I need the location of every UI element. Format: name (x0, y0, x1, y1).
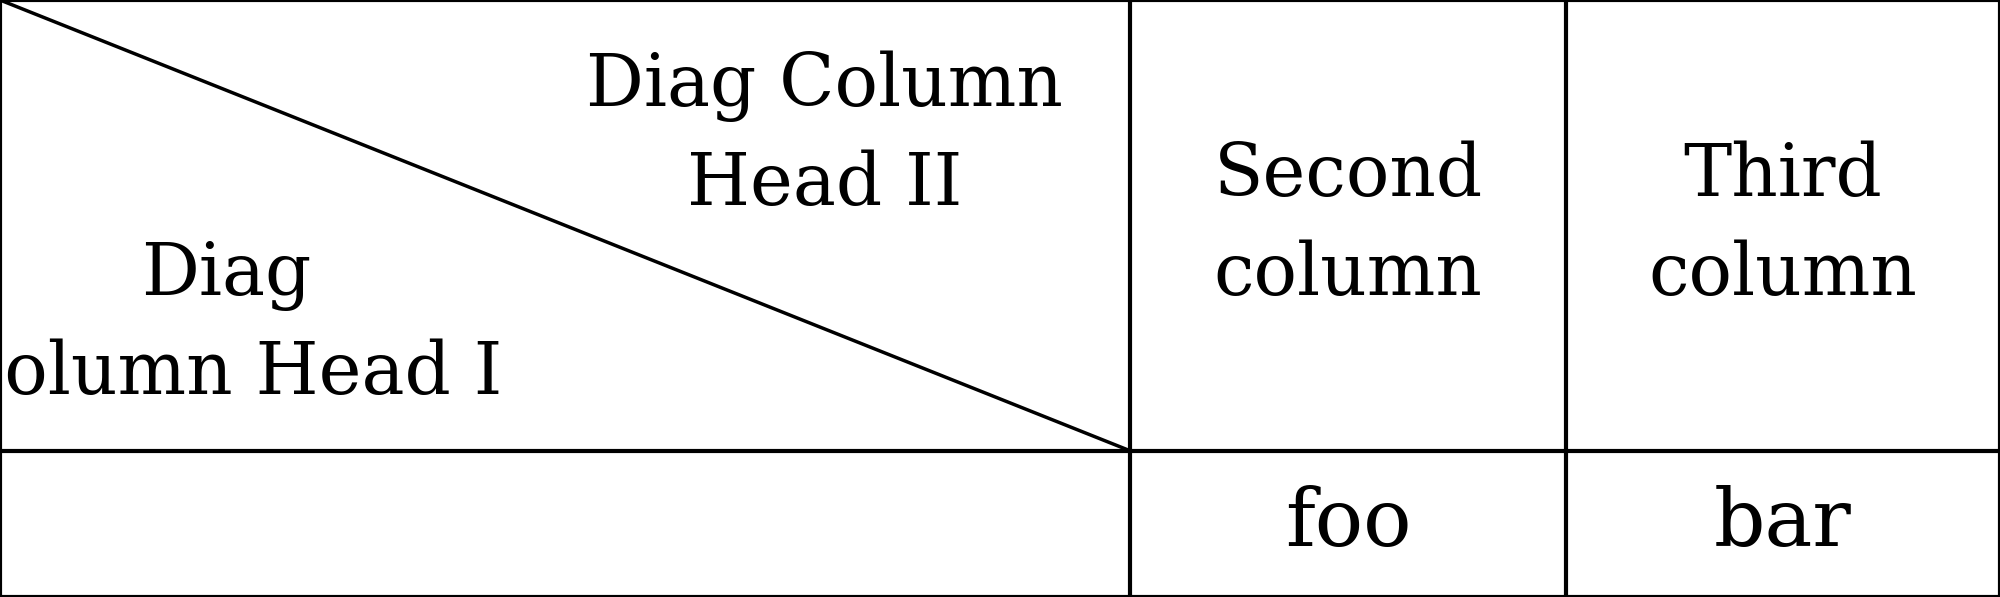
Text: Diag
Column Head I: Diag Column Head I (0, 240, 502, 409)
Text: bar: bar (1714, 485, 1852, 563)
Text: Third
column: Third column (1648, 141, 1918, 310)
Text: foo: foo (1284, 485, 1412, 563)
Text: Diag Column
Head II: Diag Column Head II (586, 50, 1064, 220)
Text: Second
column: Second column (1214, 141, 1482, 310)
